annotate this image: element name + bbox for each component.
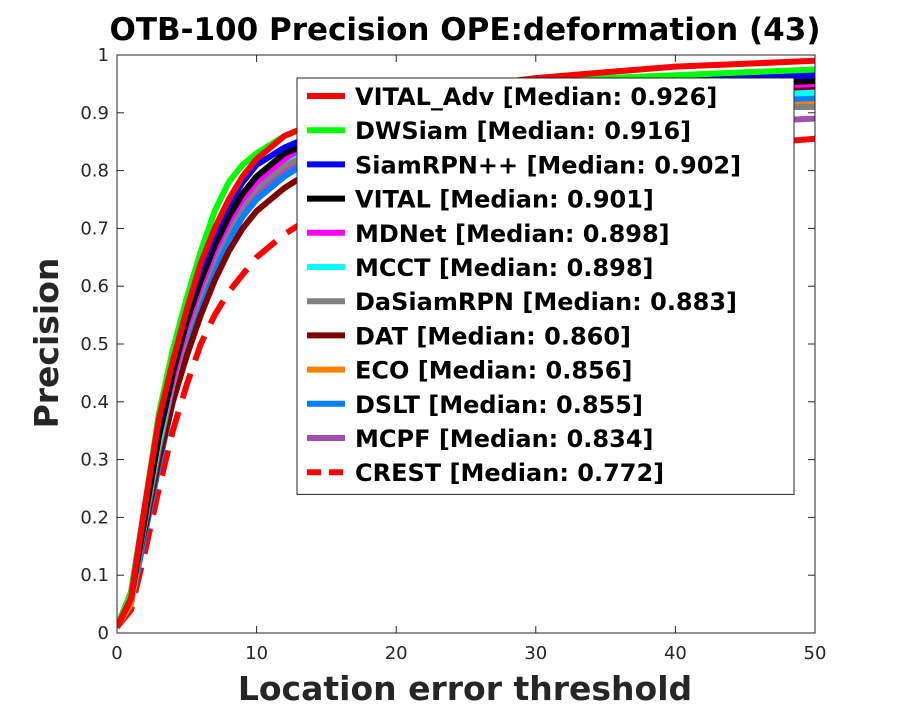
legend-entry: VITAL [Median: 0.901]: [355, 186, 654, 214]
legend-box: [296, 77, 795, 495]
x-tick-label: 40: [664, 643, 687, 664]
y-tick-label: 0: [98, 623, 109, 644]
legend-entry: MDNet [Median: 0.898]: [355, 220, 670, 248]
x-tick-label: 20: [385, 643, 408, 664]
y-tick-label: 0.6: [80, 276, 109, 297]
y-axis-label: Precision: [27, 258, 66, 429]
x-axis-label: Location error threshold: [238, 669, 692, 708]
legend-entry: VITAL_Adv [Median: 0.926]: [355, 83, 717, 111]
legend-entry: MCCT [Median: 0.898]: [355, 254, 654, 282]
legend-entry: CREST [Median: 0.772]: [355, 459, 664, 487]
plot-frame: [116, 54, 816, 634]
y-tick-label: 0.1: [80, 565, 109, 586]
axis-ticks: 0 10 20 30 40 50 0 0.1 0.2 0.3 0.4 0.5 0.6 0.7 0.8 0.9 1: [80, 45, 826, 664]
x-tick-label: 30: [524, 643, 547, 664]
legend-entry: DaSiamRPN [Median: 0.883]: [355, 288, 737, 316]
legend-entry: DWSiam [Median: 0.916]: [355, 117, 691, 145]
legend-entry: ECO [Median: 0.856]: [355, 357, 632, 385]
legend-entry: DAT [Median: 0.860]: [355, 322, 631, 350]
legend: VITAL_Adv [Median: 0.926] DWSiam [Median:…: [296, 77, 795, 495]
chart-title: OTB-100 Precision OPE:deformation (43): [109, 12, 820, 48]
x-tick-label: 50: [804, 643, 827, 664]
legend-entry: MCPF [Median: 0.834]: [355, 425, 654, 453]
legend-entry: SiamRPN++ [Median: 0.902]: [355, 151, 741, 179]
y-tick-label: 1: [98, 45, 109, 66]
x-tick-label: 0: [111, 643, 122, 664]
y-tick-label: 0.5: [80, 334, 109, 355]
x-tick-label: 10: [245, 643, 268, 664]
series-line-0: [117, 57, 815, 629]
y-tick-label: 0.9: [80, 103, 109, 124]
y-tick-label: 0.4: [80, 392, 109, 413]
y-tick-label: 0.7: [80, 218, 109, 239]
legend-entry: DSLT [Median: 0.855]: [355, 391, 643, 419]
y-tick-label: 0.3: [80, 450, 109, 471]
y-tick-label: 0.2: [80, 507, 109, 528]
y-tick-label: 0.8: [80, 161, 109, 182]
